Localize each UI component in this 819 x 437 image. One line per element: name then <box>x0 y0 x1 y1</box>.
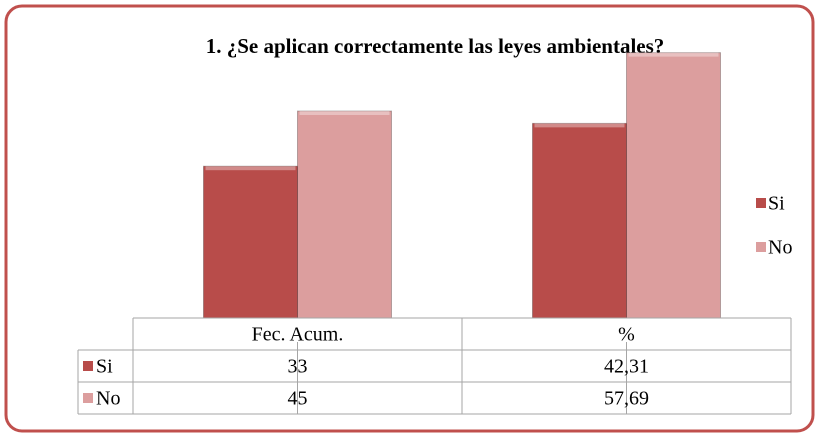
table-value: 45 <box>288 388 308 410</box>
chart-frame <box>4 4 815 433</box>
bar <box>532 122 627 319</box>
table-row-label: Si <box>96 356 113 378</box>
bar-highlight <box>628 52 719 57</box>
bar-highlight <box>534 123 625 128</box>
x-tick-label: % <box>618 324 635 346</box>
table-row-label: No <box>96 388 120 410</box>
legend-label: Si <box>768 193 785 215</box>
x-tick-label: Fec. Acum. <box>252 324 344 346</box>
bar-highlight <box>205 166 296 171</box>
bar-highlight <box>299 111 390 115</box>
chart-title: 1. ¿Se aplican correctamente las leyes a… <box>206 34 665 58</box>
table-value: 57,69 <box>604 388 649 410</box>
table-value: 42,31 <box>604 356 649 378</box>
legend-key <box>756 198 766 208</box>
legend-label: No <box>768 237 792 259</box>
table-legend-key <box>83 361 93 371</box>
bar <box>297 110 392 319</box>
legend-key <box>756 242 766 252</box>
bar <box>626 52 721 319</box>
table-legend-key <box>83 393 93 403</box>
table-value: 33 <box>288 356 308 378</box>
bar <box>203 165 298 319</box>
